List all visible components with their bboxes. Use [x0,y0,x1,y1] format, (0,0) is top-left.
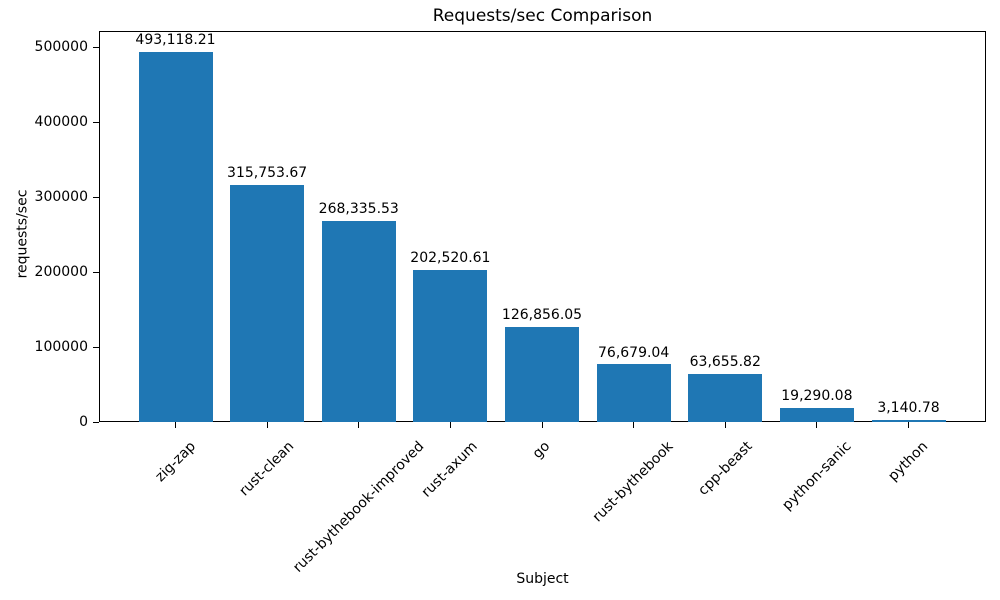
y-tick-mark [93,421,99,423]
bar-rust-bythebook-improved [321,220,396,422]
bar-value-label-text: 3,140.78 [877,399,940,416]
bar-value-label-text: 63,655.82 [689,354,761,371]
x-tick-label-zig-zap-text: zig-zap [151,438,199,486]
y-tick-label-text: 0 [79,413,88,430]
x-tick-label-rust-axum-text: rust-axum [419,438,482,501]
x-tick-mark [816,422,818,428]
y-tick-mark [93,196,99,198]
x-tick-label-python-text: python [885,438,932,485]
x-tick-mark [175,422,176,428]
x-tick-label-rust-clean-text: rust-clean [236,438,298,500]
y-tick-mark [93,346,99,348]
bar-rust-bythebook [596,364,671,422]
y-tick-label-text: 100000 [34,338,88,355]
y-tick-mark [93,46,99,48]
x-tick-mark [541,422,543,428]
bar-value-label-text: 126,856.05 [501,307,583,324]
y-tick-label-text: 200000 [34,263,88,280]
bar-python [871,419,946,422]
x-tick-label-python-sanic-text: python-sanic [778,438,855,514]
x-tick-mark [266,422,268,428]
y-tick-label-text: 400000 [34,113,88,130]
bar-value-label-text: 315,753.67 [227,165,308,182]
bar-value-label-text: 268,335.53 [318,200,399,217]
x-tick-mark [358,422,360,428]
bar-python-sanic [779,407,854,422]
bar-rust-clean [230,185,305,422]
bar-value-label-text: 493,118.21 [135,32,216,49]
y-tick-mark [93,121,99,123]
y-tick-label-text: 500000 [34,38,88,55]
y-tick-label-text: 300000 [34,188,88,205]
x-axis-label: Subject [516,571,569,587]
bar-value-label-text: 202,520.61 [410,250,491,267]
x-tick-label-cpp-beast-text: cpp-beast [694,438,756,499]
x-tick-mark [908,422,909,428]
x-tick-mark [724,422,726,428]
bar-cpp-beast [688,374,763,422]
y-tick-mark [93,271,99,273]
x-tick-mark [633,422,635,428]
chart-title: Requests/sec Comparison [432,6,653,26]
bar-go [505,326,579,422]
bar-zig-zap [138,52,213,422]
bar-value-label-text: 76,679.04 [598,344,670,361]
x-tick-label-rust-bythebook-text: rust-bythebook [589,438,677,526]
x-tick-label-go-text: go [529,438,554,462]
x-tick-mark [449,422,451,428]
y-axis-label-text: requests/sec [14,189,30,279]
bar-rust-axum [413,270,488,422]
bar-value-label-text: 19,290.08 [781,387,853,404]
x-tick-label-rust-bythebook-improved-text: rust-bythebook-improved [289,438,428,576]
